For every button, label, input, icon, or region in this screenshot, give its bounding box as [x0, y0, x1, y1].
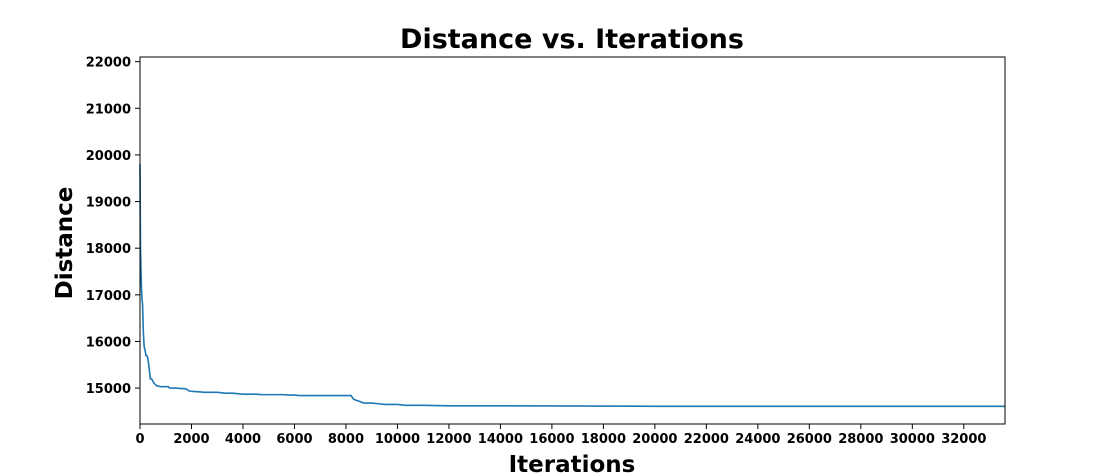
- x-tick-label: 4000: [225, 432, 261, 447]
- x-tick-label: 8000: [328, 432, 364, 447]
- x-tick-label: 16000: [529, 432, 574, 447]
- distance-line: [139, 164, 1005, 408]
- y-tick-label: 16000: [86, 335, 131, 350]
- y-axis-label: Distance: [52, 187, 78, 300]
- y-tick-label: 19000: [86, 196, 131, 211]
- x-tick-label: 28000: [838, 432, 883, 447]
- y-tick-label: 17000: [86, 289, 131, 304]
- x-tick-label: 12000: [426, 432, 471, 447]
- x-tick-label: 24000: [735, 432, 780, 447]
- x-tick-label: 26000: [787, 432, 832, 447]
- x-tick-label: 2000: [173, 432, 209, 447]
- x-tick-label: 18000: [581, 432, 626, 447]
- y-tick-label: 15000: [86, 382, 131, 397]
- x-tick-label: 30000: [890, 432, 935, 447]
- y-tick-label: 18000: [86, 242, 131, 257]
- x-tick-label: 20000: [632, 432, 677, 447]
- x-tick-label: 6000: [276, 432, 312, 447]
- x-tick-label: 0: [135, 432, 144, 447]
- x-tick-label: 14000: [478, 432, 523, 447]
- y-tick-label: 21000: [86, 102, 131, 117]
- chart-title: Distance vs. Iterations: [400, 24, 744, 55]
- x-tick-label: 32000: [941, 432, 986, 447]
- y-axis: 15000 16000 17000 18000 19000 20000 21000 22000: [86, 56, 140, 397]
- y-tick-label: 20000: [86, 149, 131, 164]
- y-tick-label: 22000: [86, 56, 131, 71]
- x-tick-label: 22000: [684, 432, 729, 447]
- x-axis-label: Iterations: [509, 452, 636, 476]
- x-axis: 0 2000 4000 6000 8000 10000 12000 14000 16000 180…: [135, 424, 986, 447]
- plot-frame: [139, 56, 1006, 425]
- x-tick-label: 10000: [375, 432, 420, 447]
